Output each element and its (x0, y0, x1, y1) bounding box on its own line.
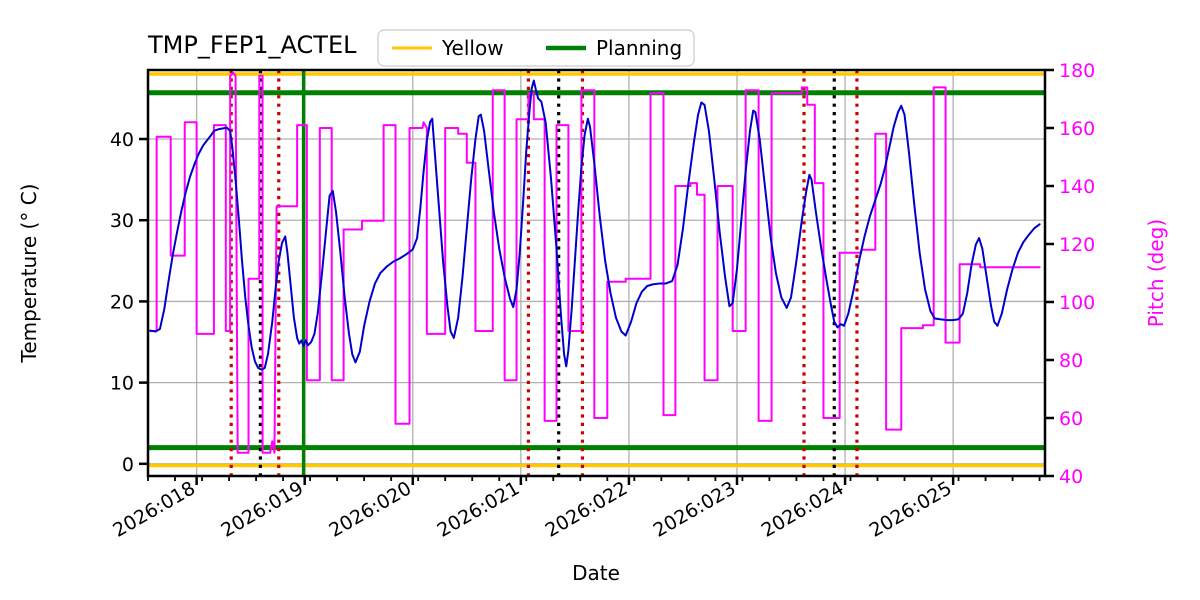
y-tick-label-right: 160 (1059, 118, 1095, 140)
y-axis-right-tick-labels: 40 60 80 100 120 140 160 180 (1059, 60, 1095, 488)
legend-label-yellow: Yellow (441, 36, 504, 60)
y-axis-right-label: Pitch (deg) (1144, 219, 1168, 327)
y-tick-label-left: 30 (110, 210, 134, 232)
y-tick-label-left: 40 (110, 129, 134, 151)
pitch-series-line (149, 71, 1041, 454)
y-tick-label-right: 40 (1059, 466, 1083, 488)
y-tick-label-left: 20 (110, 291, 134, 313)
chart-title: TMP_FEP1_ACTEL (147, 31, 357, 59)
y-axis-left-tick-labels: 0 10 20 30 40 (110, 129, 134, 476)
y-tick-label-right: 140 (1059, 176, 1095, 198)
x-axis-label: Date (572, 561, 620, 585)
y-tick-label-right: 100 (1059, 292, 1095, 314)
x-axis-ticks (147, 476, 1041, 485)
y-tick-label-right: 180 (1059, 60, 1095, 82)
y-tick-label-left: 10 (110, 373, 134, 395)
y-axis-left-label: Temperature (° C) (17, 184, 41, 364)
y-tick-label-right: 80 (1059, 350, 1083, 372)
y-tick-label-right: 120 (1059, 234, 1095, 256)
y-axis-left-ticks (139, 137, 148, 466)
legend-box (377, 29, 695, 67)
temperature-series-line (149, 79, 1041, 371)
chart-legend: Yellow Planning (377, 29, 695, 67)
y-tick-label-left: 0 (122, 454, 134, 476)
limit-lines (148, 72, 1045, 468)
y-axis-right-ticks (1045, 68, 1054, 478)
plot-border (146, 68, 1047, 478)
y-tick-label-right: 60 (1059, 408, 1083, 430)
legend-label-planning: Planning (596, 36, 682, 60)
plot-area-background (148, 70, 1045, 476)
